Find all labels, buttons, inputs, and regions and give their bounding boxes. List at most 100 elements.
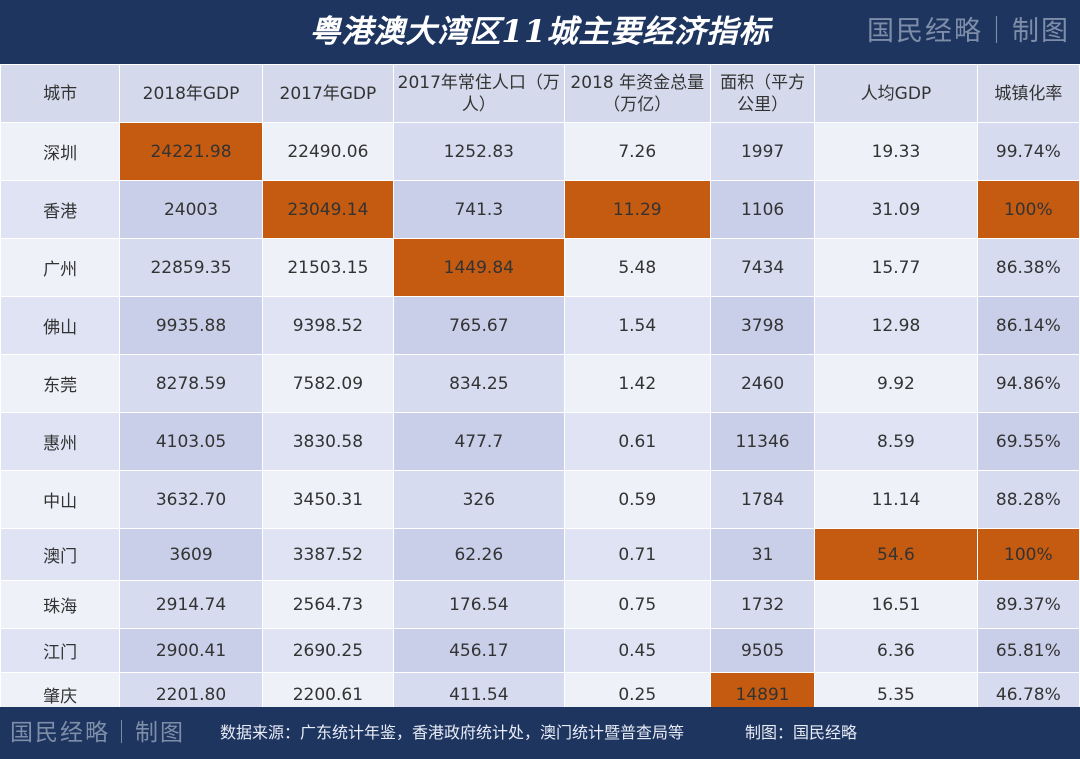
cell-population: 62.26 [393,528,565,581]
table-row: 中山 3632.70 3450.31 326 0.59 1784 11.14 88.28% [0,470,1080,529]
data-source: 数据来源：广东统计年鉴，香港政府统计处，澳门统计暨普查局等 [220,723,685,742]
indicator-table: 城市 2018年GDP 2017年GDP 2017年常住人口（万人） 2018 … [0,64,1080,717]
cell-gdp-per-capita: 12.98 [814,296,978,355]
watermark-top: 国民经略｜制图 [867,16,1070,47]
cell-urbanization: 100% [976,180,1080,239]
cell-urbanization: 86.14% [976,296,1080,355]
cell-capital: 5.48 [563,238,711,297]
cell-city: 东莞 [0,354,121,413]
cell-population: 1449.84 [393,238,565,297]
cell-gdp-2017: 23049.14 [261,180,395,239]
cell-gdp-2017: 3387.52 [261,528,395,581]
cell-city: 珠海 [0,580,121,629]
footer-banner [0,707,1080,759]
cell-area: 31 [709,528,816,581]
cell-gdp-per-capita: 9.92 [814,354,978,413]
cell-gdp-2018: 24221.98 [119,122,263,181]
column-header-urbanization: 城镇化率 [976,64,1080,123]
cell-area: 11346 [709,412,816,471]
cell-gdp-2018: 3609 [119,528,263,581]
cell-urbanization: 89.37% [976,580,1080,629]
cell-area: 1732 [709,580,816,629]
watermark-bottom: 国民经略｜制图 [10,720,185,746]
cell-population: 326 [393,470,565,529]
cell-gdp-2018: 2914.74 [119,580,263,629]
column-header-gdp-2018: 2018年GDP [119,64,263,123]
cell-urbanization: 99.74% [976,122,1080,181]
cell-area: 7434 [709,238,816,297]
cell-gdp-2018: 8278.59 [119,354,263,413]
cell-gdp-2018: 9935.88 [119,296,263,355]
cell-population: 765.67 [393,296,565,355]
table-row: 江门 2900.41 2690.25 456.17 0.45 9505 6.36 65.81% [0,628,1080,673]
column-header-gdp-2017: 2017年GDP [261,64,395,123]
cell-gdp-per-capita: 11.14 [814,470,978,529]
table-row: 佛山 9935.88 9398.52 765.67 1.54 3798 12.98 86.14… [0,296,1080,355]
cell-gdp-2018: 22859.35 [119,238,263,297]
cell-urbanization: 86.38% [976,238,1080,297]
column-header-city: 城市 [0,64,121,123]
cell-capital: 7.26 [563,122,711,181]
table-header-row: 城市 2018年GDP 2017年GDP 2017年常住人口（万人） 2018 … [0,64,1080,123]
column-header-gdp-per-capita: 人均GDP [814,64,978,123]
cell-area: 3798 [709,296,816,355]
title-banner [0,0,1080,64]
table-row: 珠海 2914.74 2564.73 176.54 0.75 1732 16.51 89.37… [0,580,1080,629]
cell-area: 9505 [709,628,816,673]
cell-gdp-per-capita: 6.36 [814,628,978,673]
table-row: 惠州 4103.05 3830.58 477.7 0.61 11346 8.59 69.55% [0,412,1080,471]
cell-area: 1997 [709,122,816,181]
cell-city: 惠州 [0,412,121,471]
table-row: 东莞 8278.59 7582.09 834.25 1.42 2460 9.92 94.86% [0,354,1080,413]
cell-gdp-per-capita: 15.77 [814,238,978,297]
cell-capital: 0.59 [563,470,711,529]
cell-population: 456.17 [393,628,565,673]
cell-population: 176.54 [393,580,565,629]
cell-capital: 0.75 [563,580,711,629]
cell-urbanization: 88.28% [976,470,1080,529]
column-header-area: 面积（平方公里） [709,64,816,123]
cell-urbanization: 69.55% [976,412,1080,471]
cell-gdp-per-capita: 19.33 [814,122,978,181]
cell-capital: 0.71 [563,528,711,581]
cell-gdp-2017: 22490.06 [261,122,395,181]
cell-gdp-per-capita: 16.51 [814,580,978,629]
cell-gdp-2018: 3632.70 [119,470,263,529]
cell-population: 741.3 [393,180,565,239]
cell-city: 香港 [0,180,121,239]
cell-gdp-per-capita: 8.59 [814,412,978,471]
cell-urbanization: 100% [976,528,1080,581]
cell-city: 江门 [0,628,121,673]
table-row: 深圳 24221.98 22490.06 1252.83 7.26 1997 19.33 99… [0,122,1080,181]
cell-gdp-2018: 2900.41 [119,628,263,673]
cell-gdp-2017: 2690.25 [261,628,395,673]
cell-gdp-2017: 21503.15 [261,238,395,297]
table-row: 香港 24003 23049.14 741.3 11.29 1106 31.09 100% [0,180,1080,239]
cell-gdp-per-capita: 54.6 [814,528,978,581]
cell-area: 2460 [709,354,816,413]
cell-capital: 1.54 [563,296,711,355]
cell-population: 1252.83 [393,122,565,181]
cell-gdp-2017: 2564.73 [261,580,395,629]
cell-city: 深圳 [0,122,121,181]
cell-population: 834.25 [393,354,565,413]
cell-capital: 0.61 [563,412,711,471]
cell-area: 1784 [709,470,816,529]
cell-population: 477.7 [393,412,565,471]
cell-city: 澳门 [0,528,121,581]
cell-city: 佛山 [0,296,121,355]
cell-gdp-per-capita: 31.09 [814,180,978,239]
cell-gdp-2017: 7582.09 [261,354,395,413]
cell-gdp-2017: 3450.31 [261,470,395,529]
cell-urbanization: 94.86% [976,354,1080,413]
table-body: 深圳 24221.98 22490.06 1252.83 7.26 1997 19.33 99… [0,122,1080,717]
cell-capital: 0.45 [563,628,711,673]
cell-gdp-2017: 3830.58 [261,412,395,471]
cell-city: 中山 [0,470,121,529]
cell-area: 1106 [709,180,816,239]
credit: 制图：国民经略 [745,723,858,742]
cell-gdp-2017: 9398.52 [261,296,395,355]
cell-capital: 1.42 [563,354,711,413]
table-row: 广州 22859.35 21503.15 1449.84 5.48 7434 15.77 86… [0,238,1080,297]
cell-gdp-2018: 24003 [119,180,263,239]
